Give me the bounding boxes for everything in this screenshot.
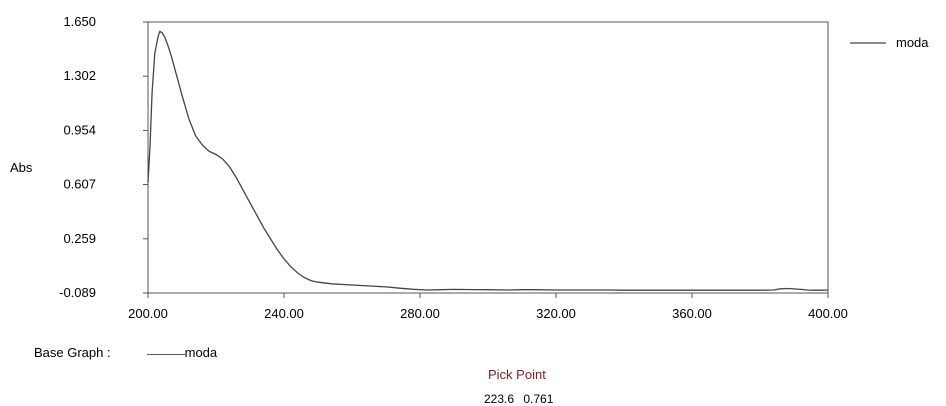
pick-point-y: 0.761 — [523, 392, 554, 406]
x-tick-label: 360.00 — [672, 306, 712, 321]
y-tick-label: 1.302 — [63, 68, 96, 83]
y-tick-label: 0.259 — [63, 231, 96, 246]
x-tick-label: 400.00 — [808, 306, 848, 321]
x-tick-label: 200.00 — [128, 306, 168, 321]
y-axis-label: Abs — [10, 160, 33, 175]
plot-area-frame — [147, 21, 829, 294]
pick-point-x: 223.6 — [484, 392, 515, 406]
base-graph-label: Base Graph : — [34, 345, 111, 360]
base-graph-indicator: Base Graph : moda — [34, 345, 217, 360]
x-tick-label: 240.00 — [264, 306, 304, 321]
base-graph-swatch — [146, 354, 185, 355]
y-tick-label: -0.089 — [59, 285, 96, 300]
y-tick-label: 0.954 — [63, 122, 96, 137]
legend-label: moda — [896, 35, 929, 50]
pick-point-values: 223.6 0.761 — [484, 392, 553, 406]
base-graph-name: moda — [184, 345, 218, 360]
pick-point-title: Pick Point — [488, 367, 546, 382]
x-tick-label: 320.00 — [536, 306, 576, 321]
tick-layer: 200.00 240.00 280.00 320.00 360.00 400.00 1.65… — [59, 14, 848, 321]
series-line-moda — [147, 30, 829, 291]
x-tick-label: 280.00 — [400, 306, 440, 321]
y-tick-label: 0.607 — [63, 177, 96, 192]
y-tick-label: 1.650 — [63, 14, 96, 29]
